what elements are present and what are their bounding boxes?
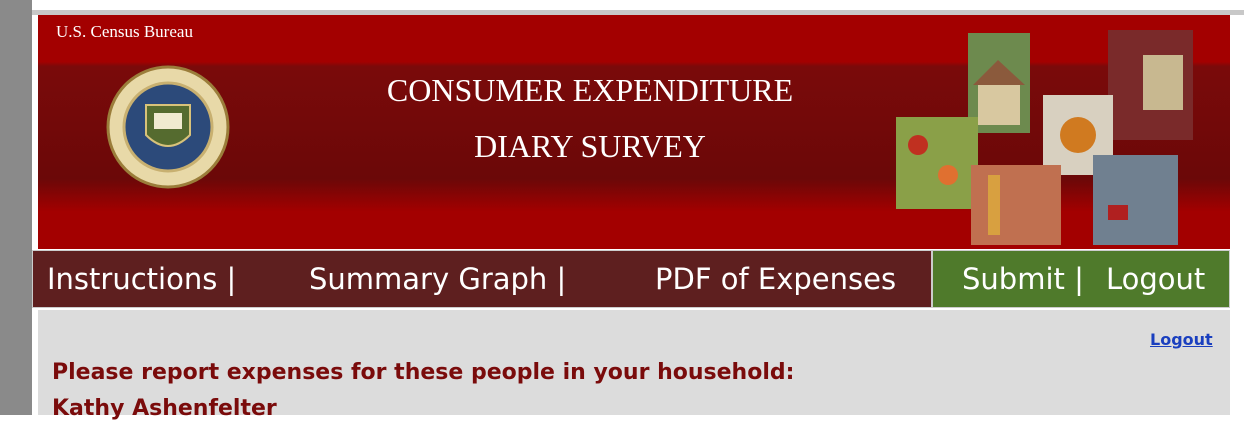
agency-name: U.S. Census Bureau xyxy=(56,22,193,42)
nav-link[interactable]: PDF of Expenses xyxy=(655,262,896,296)
census-seal xyxy=(106,65,230,189)
nav-link[interactable]: Instructions | xyxy=(47,262,236,296)
site-title: CONSUMER EXPENDITURE xyxy=(330,72,850,109)
person-name: Kathy Ashenfelter xyxy=(52,396,277,421)
logout-link[interactable]: Logout xyxy=(1106,262,1205,296)
nav-link[interactable]: Summary Graph | xyxy=(309,262,566,296)
side-strip xyxy=(0,0,32,415)
site-title: DIARY SURVEY xyxy=(330,128,850,165)
submit-link[interactable]: Submit | xyxy=(962,262,1084,296)
prompt-text: Please report expenses for these people … xyxy=(52,360,794,385)
photo-collage xyxy=(893,25,1230,249)
logout-link[interactable]: Logout xyxy=(1150,330,1213,349)
page: U.S. Census Bureau CONSUMER EXPENDITURE … xyxy=(0,0,1244,415)
